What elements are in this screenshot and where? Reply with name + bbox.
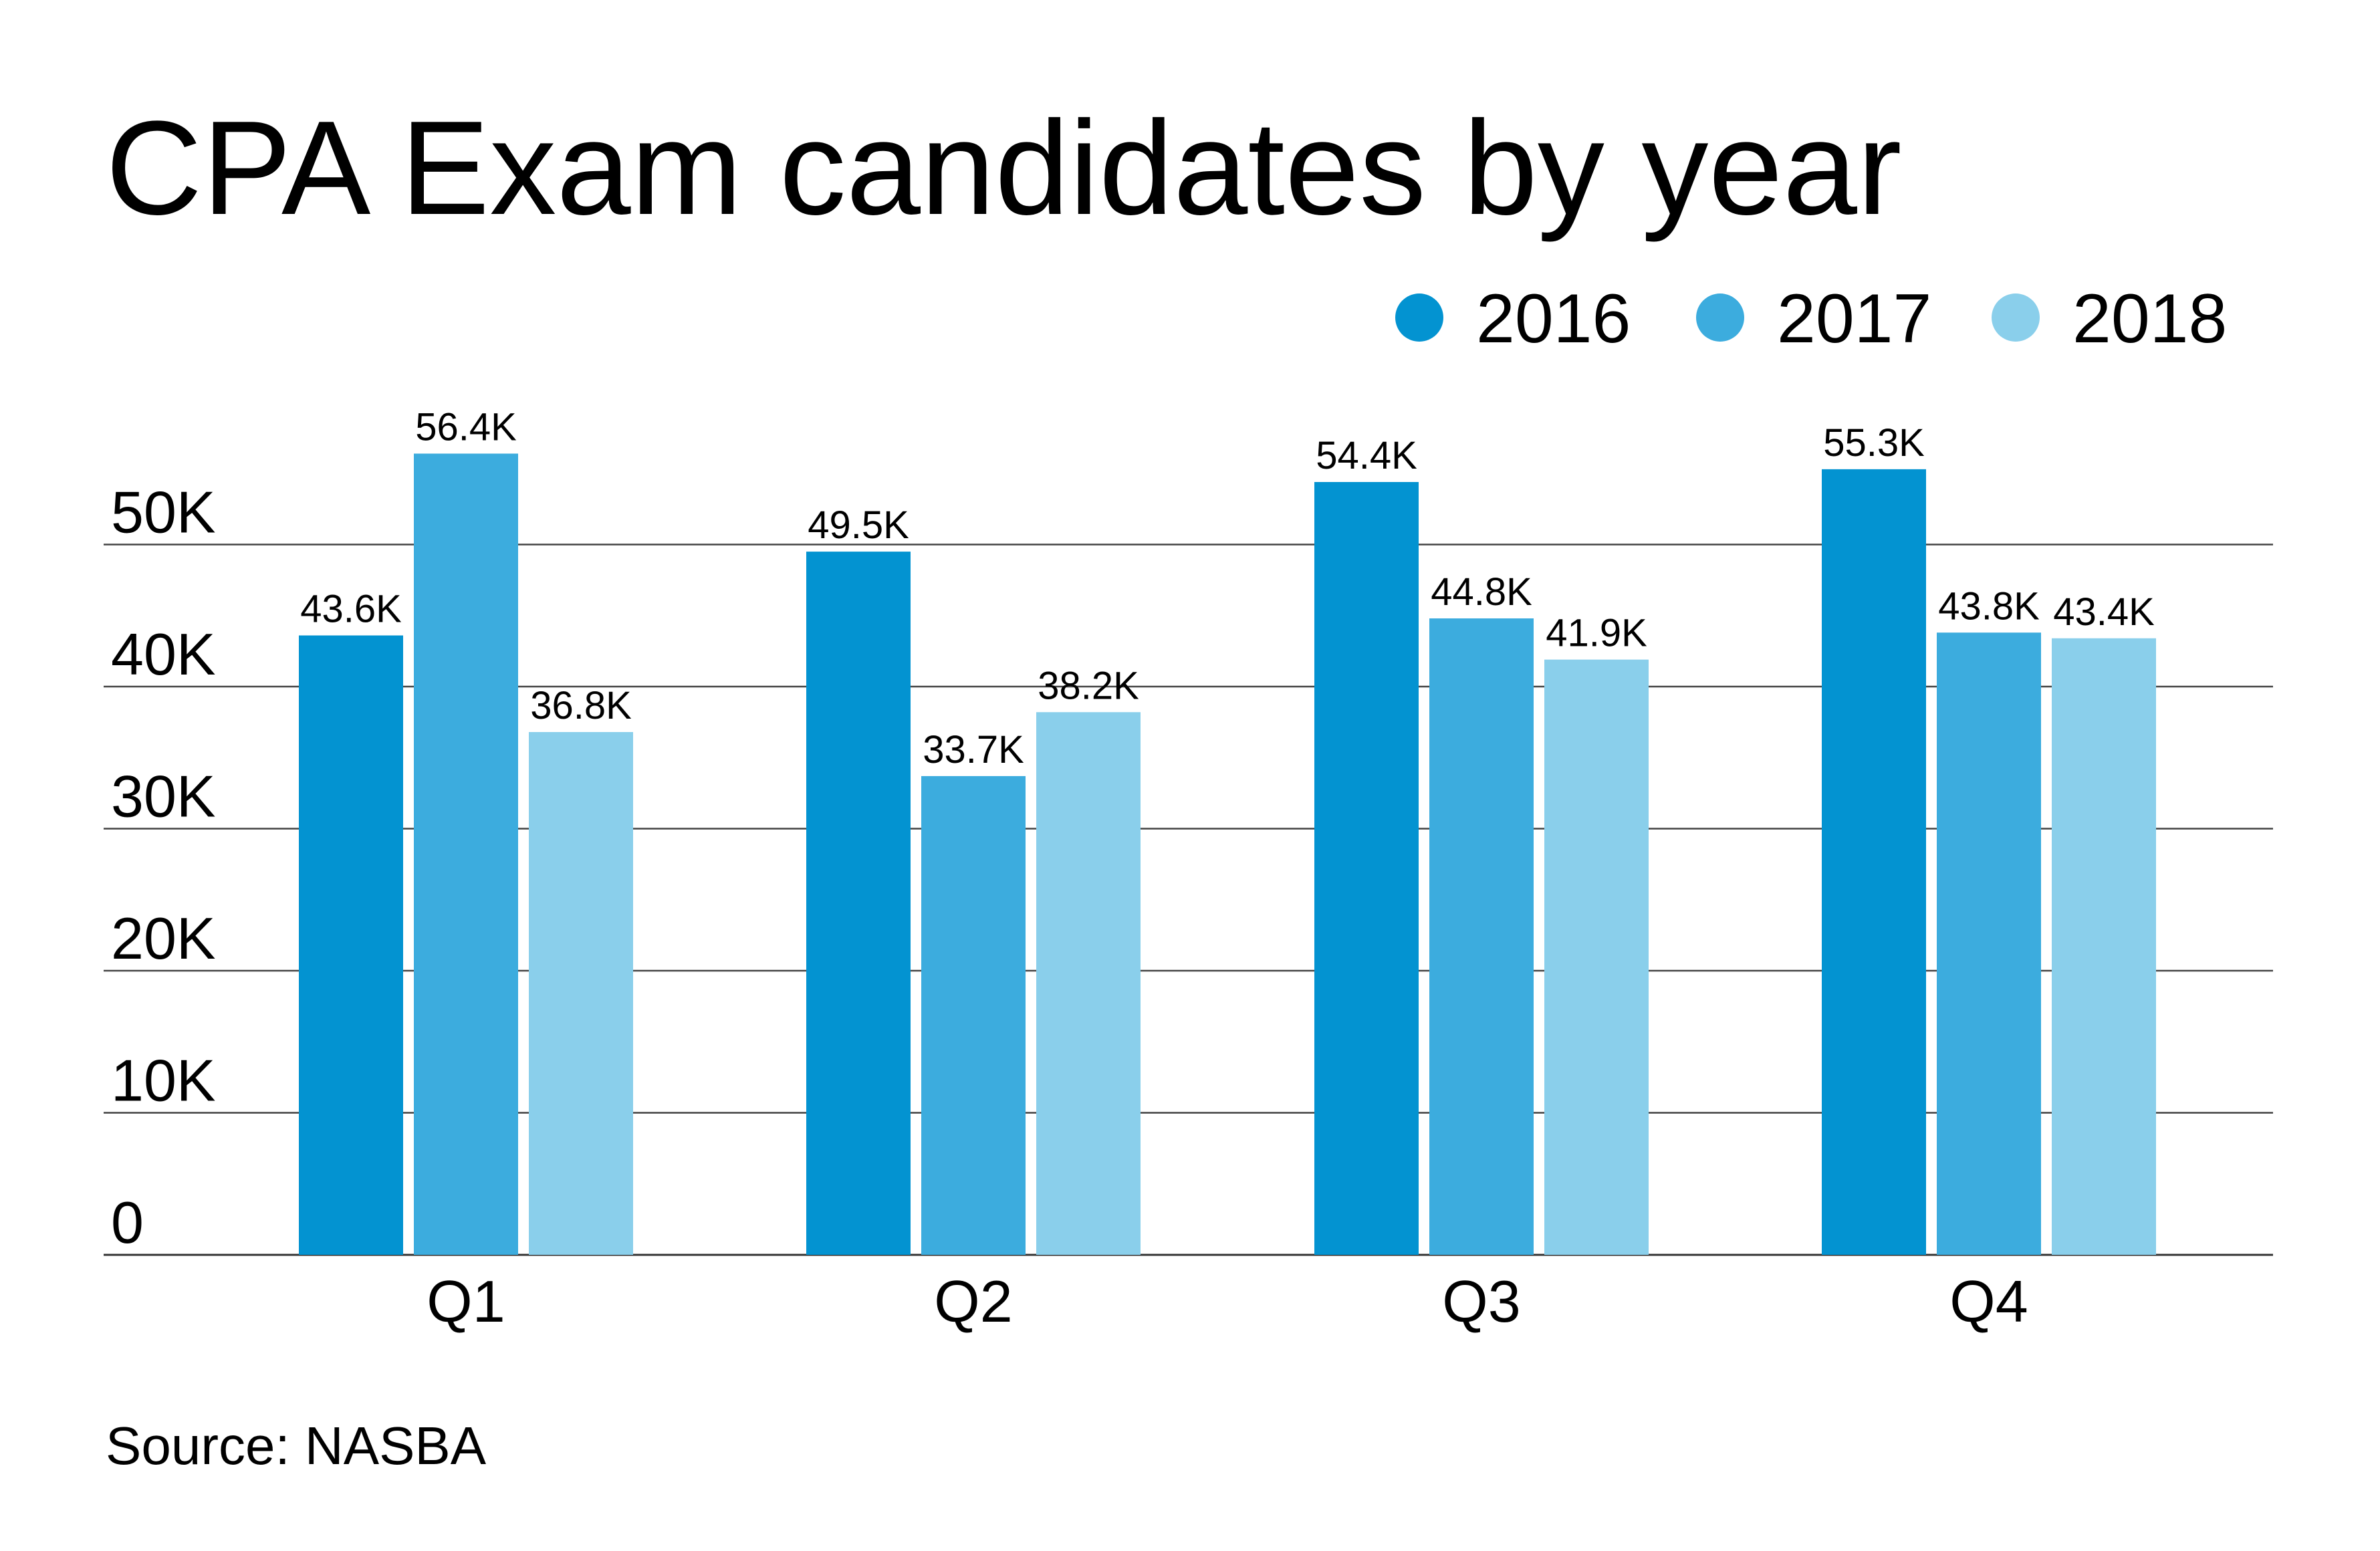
data-label: 55.3K [1823,421,1925,465]
y-axis: 0 10K 20K 30K 40K 50K [111,479,216,1256]
data-label: 49.5K [808,503,909,547]
data-label: 43.4K [2053,590,2155,634]
legend-marker-2016 [1395,293,1443,342]
data-label: 38.2K [1038,664,1139,707]
data-label: 36.8K [530,684,632,727]
bar-q4-2018 [2052,638,2156,1255]
y-tick-label: 40K [111,621,216,687]
bar-q2-2017 [921,776,1026,1255]
bars [299,453,2156,1255]
legend-marker-2017 [1696,293,1744,342]
data-label: 54.4K [1316,434,1417,477]
bar-q4-2016 [1822,469,1926,1255]
legend-label: 2018 [2072,280,2227,358]
bar-q3-2018 [1544,659,1649,1255]
y-tick-label: 10K [111,1048,216,1114]
data-label: 41.9K [1546,612,1647,655]
bar-q1-2017 [414,453,518,1255]
source-note: Source: NASBA [106,1416,487,1475]
x-tick-label: Q4 [1949,1268,2028,1334]
legend-marker-2018 [1992,293,2040,342]
data-label: 43.6K [300,588,402,631]
bar-q3-2017 [1429,618,1534,1255]
data-label: 56.4K [415,406,517,449]
bar-q1-2016 [299,635,403,1255]
data-labels: 43.6K 56.4K 36.8K 49.5K 33.7K 38.2K 54.4K 44.8K… [300,406,2155,771]
data-label: 33.7K [923,728,1024,771]
bar-q2-2016 [806,552,911,1255]
y-tick-label: 0 [111,1189,144,1256]
x-tick-label: Q3 [1442,1268,1520,1334]
y-tick-label: 50K [111,479,216,546]
legend-label: 2016 [1476,280,1631,358]
data-label: 44.8K [1431,570,1532,614]
legend: 2016 2017 2018 [1395,280,2227,358]
legend-label: 2017 [1777,280,1931,358]
y-tick-label: 20K [111,905,216,971]
x-tick-label: Q2 [934,1268,1012,1334]
x-axis: Q1 Q2 Q3 Q4 [427,1268,2028,1334]
bar-q3-2016 [1314,482,1419,1255]
bar-q4-2017 [1937,632,2041,1255]
bar-q2-2018 [1036,712,1141,1255]
x-tick-label: Q1 [427,1268,505,1334]
data-label: 43.8K [1938,584,2040,628]
y-tick-label: 30K [111,763,216,830]
chart-title: CPA Exam candidates by year [106,94,1902,243]
bar-q1-2018 [529,732,633,1255]
